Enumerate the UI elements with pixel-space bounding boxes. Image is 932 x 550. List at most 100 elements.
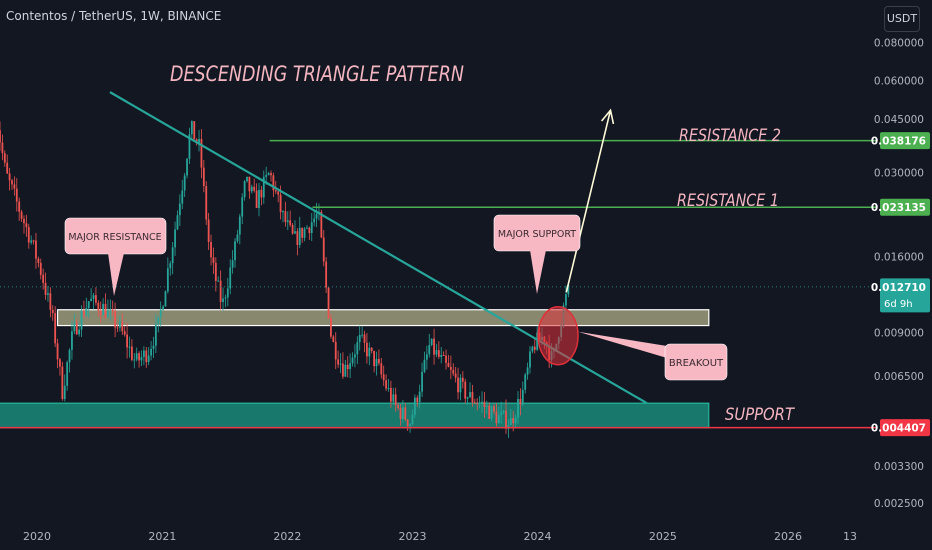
candle-body	[485, 405, 488, 407]
candle-body	[130, 346, 133, 360]
x-tick-label: 2021	[148, 530, 176, 543]
candle-body	[150, 348, 152, 356]
candle-body	[519, 398, 522, 405]
candle-body	[212, 257, 215, 263]
candle-body	[157, 317, 160, 324]
support-zone	[0, 402, 710, 429]
candle-body	[119, 321, 121, 328]
candle-body	[202, 167, 205, 186]
candle-body	[306, 227, 308, 229]
candle-body	[284, 211, 287, 223]
y-tick-label: 0.006500	[874, 371, 924, 383]
candle-body	[298, 227, 301, 245]
major-resistance-label: MAJOR RESISTANCE	[68, 232, 161, 243]
candle-body	[512, 418, 515, 424]
breakout-label: BREAKOUT	[669, 358, 724, 369]
candle-body	[368, 347, 371, 357]
candle-body	[169, 263, 172, 269]
candle-body	[73, 322, 76, 332]
candle-body	[107, 309, 109, 318]
candle-body	[493, 406, 495, 412]
candle-body	[25, 223, 28, 228]
candle-body	[437, 350, 440, 357]
candle-body	[128, 346, 131, 348]
price-badge	[880, 419, 930, 437]
x-tick-label: 2022	[273, 530, 301, 543]
candle-body	[71, 331, 73, 350]
candle-body	[63, 385, 66, 400]
candle-body	[171, 247, 174, 264]
major-support-label: MAJOR SUPPORT	[498, 229, 576, 240]
candle-body	[521, 389, 524, 405]
breakout-pointer	[578, 331, 667, 358]
candle-body	[322, 237, 325, 262]
projection-arrow-shaft	[565, 110, 612, 293]
candle-body	[85, 308, 88, 316]
candle-body	[178, 203, 181, 216]
candle-body	[392, 394, 395, 402]
candle-body	[428, 345, 431, 355]
candle-body	[310, 222, 313, 234]
candle-body	[159, 309, 162, 318]
currency-button[interactable]: USDT	[884, 6, 920, 32]
candle-body	[95, 295, 97, 303]
candle-body	[30, 240, 33, 243]
candle-body	[18, 201, 21, 212]
candle-body	[200, 139, 203, 168]
candle-body	[339, 363, 342, 365]
candle-body	[121, 321, 124, 332]
candle-body	[75, 322, 78, 335]
candle-body	[147, 355, 150, 363]
price-badge	[880, 132, 930, 150]
candle-body	[138, 353, 140, 361]
resistance-1-label: RESISTANCE 1	[677, 191, 779, 211]
y-tick-label: 0.002500	[874, 498, 924, 510]
candle-body	[207, 219, 210, 242]
y-tick-label: 0.009000	[874, 328, 924, 340]
candle-body	[188, 134, 191, 159]
candle-body	[385, 380, 387, 389]
candle-body	[205, 185, 208, 220]
candle-body	[488, 405, 491, 419]
x-tick-label: 2026	[774, 530, 802, 543]
support-label: SUPPORT	[725, 405, 795, 425]
candle-body	[421, 371, 423, 392]
candle-body	[260, 189, 263, 198]
candle-body	[351, 357, 354, 364]
candle-body	[104, 303, 107, 318]
candle-body	[236, 234, 239, 242]
candle-body	[289, 220, 292, 225]
candle-body	[517, 398, 519, 418]
candle-body	[363, 334, 366, 343]
candle-body	[253, 186, 256, 191]
candle-body	[262, 176, 265, 198]
candle-body	[334, 341, 337, 360]
candle-body	[37, 258, 40, 263]
candle-body	[140, 356, 143, 361]
candle-body	[217, 280, 220, 282]
candle-body	[154, 323, 157, 346]
candle-body	[164, 291, 167, 307]
candle-body	[445, 355, 447, 363]
candle-body	[152, 345, 155, 349]
candle-body	[387, 387, 390, 389]
candle-body	[565, 294, 567, 306]
candle-body	[404, 407, 407, 420]
candle-body	[478, 402, 481, 404]
candle-body	[382, 374, 385, 381]
candle-body	[452, 369, 455, 374]
annotation-layer: BREAKOUT MAJOR RESISTANCE MAJOR SUPPORT DES…	[68, 62, 795, 425]
x-tick-label: 2020	[23, 530, 51, 543]
price-badge-value: 0.038176	[871, 136, 926, 148]
candle-body	[425, 354, 428, 360]
candle-body	[176, 215, 179, 230]
candle-body	[255, 190, 258, 209]
candle-body	[459, 377, 462, 393]
candle-body	[447, 362, 450, 367]
candle-body	[531, 346, 534, 352]
price-badge-value: 0.012710	[871, 282, 926, 294]
candle-body	[190, 121, 193, 135]
candle-body	[401, 407, 404, 419]
candle-body	[370, 347, 373, 351]
